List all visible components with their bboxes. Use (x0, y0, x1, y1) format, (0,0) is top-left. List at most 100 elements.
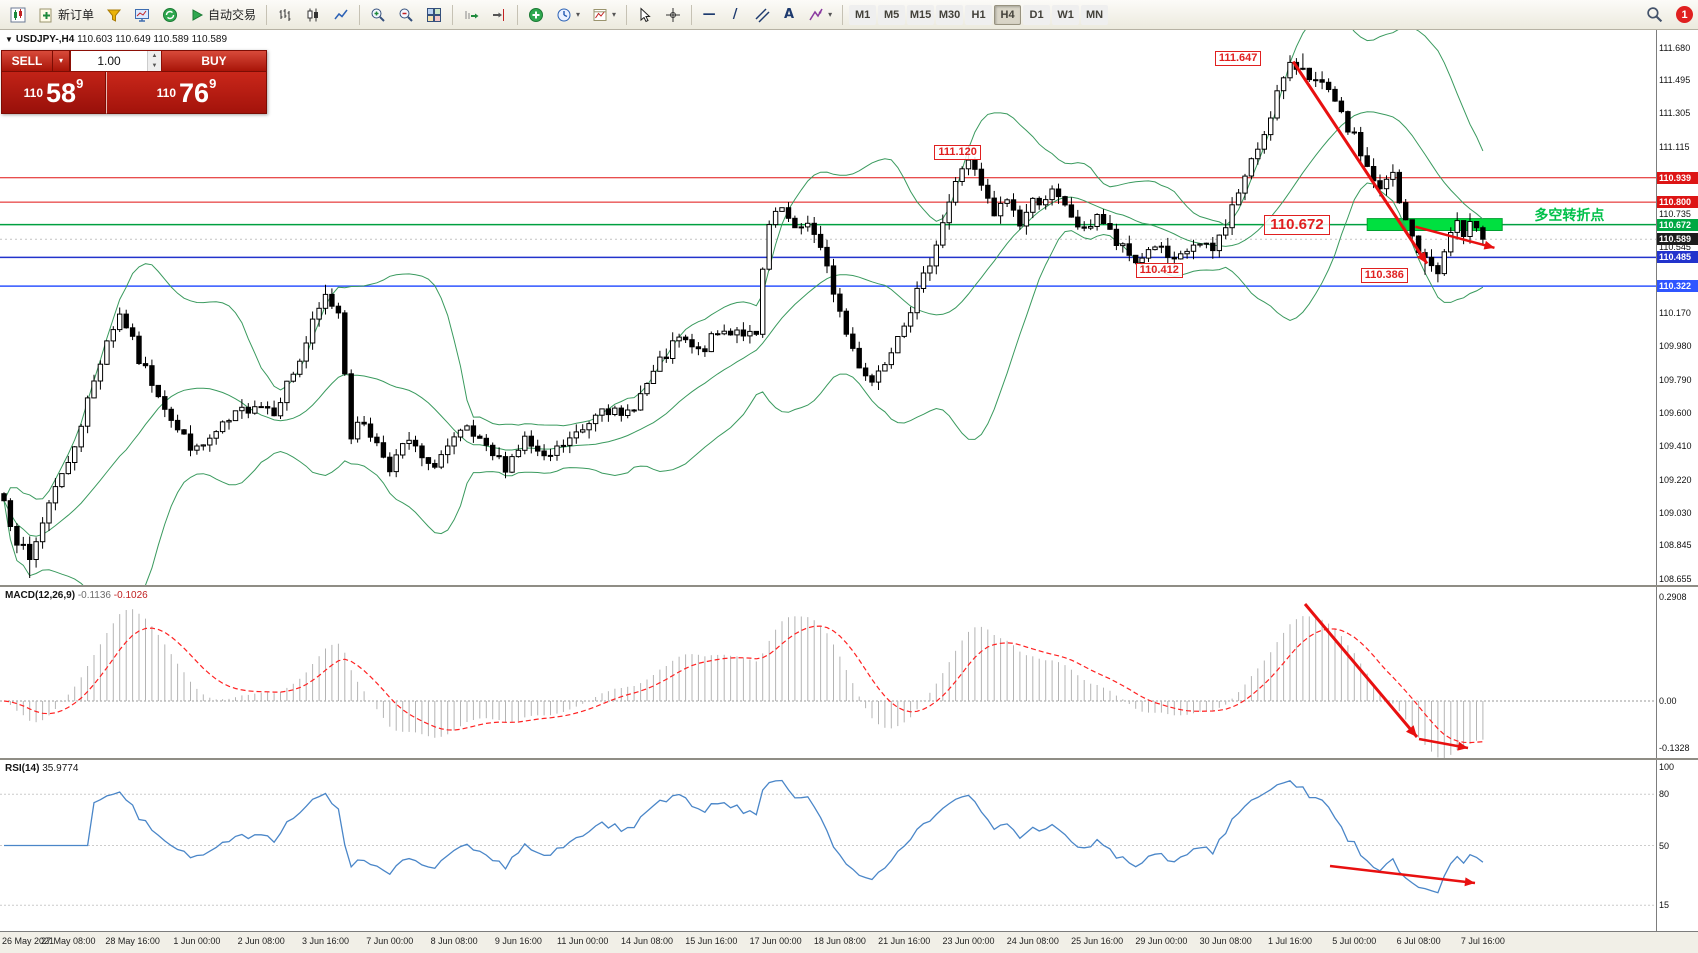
search-button[interactable] (1641, 3, 1668, 27)
sell-button[interactable]: SELL (1, 50, 53, 72)
one-click-trading-panel: SELL ▾ 1.00 ▲ ▼ BUY 110 58 9 110 76 9 (1, 50, 267, 114)
time-axis[interactable]: 26 May 2021 27 May 08:00 28 May 16:00 1 Jun… (0, 931, 1698, 953)
auto-trading-button[interactable]: 自动交易 (185, 3, 261, 27)
price-tick-label: 108.655 (1659, 573, 1692, 584)
indicators-button[interactable] (523, 3, 549, 27)
chevron-down-icon: ▾ (58, 56, 63, 65)
crosshair-tool-button[interactable] (660, 3, 686, 27)
time-tick-label: 30 Jun 08:00 (1199, 936, 1252, 946)
price-tick-label: 109.600 (1659, 407, 1692, 418)
toolbar-separator (517, 4, 519, 25)
timeframe-button-m5[interactable]: M5 (878, 4, 906, 25)
highlight-zone[interactable] (1366, 218, 1503, 232)
notification-badge[interactable]: 1 (1676, 6, 1693, 23)
text-tool-button[interactable]: A (777, 3, 801, 27)
timeframe-button-h1[interactable]: H1 (965, 4, 993, 25)
auto-scroll-button[interactable] (458, 3, 484, 27)
timeframe-button-h4[interactable]: H4 (994, 4, 1022, 25)
one-click-collapse-icon[interactable]: ▼ (5, 35, 13, 44)
toolbar-separator (359, 4, 361, 25)
rsi-line (4, 779, 1484, 894)
rsi-tick-label: 50 (1659, 840, 1670, 851)
new-order-button[interactable]: 新订单 (33, 3, 99, 27)
time-tick-label: 9 Jun 16:00 (494, 936, 542, 946)
candlestick-icon (307, 8, 319, 21)
rsi-panel-canvas[interactable] (0, 760, 1656, 931)
toolbar: 新订单 自动交易 (0, 0, 1698, 30)
time-tick-label: 5 Jul 00:00 (1332, 936, 1377, 946)
macd-legend: MACD(12,26,9) -0.1136 -0.1026 (5, 590, 148, 601)
volume-increase-icon[interactable]: ▲ (148, 51, 161, 61)
timeframe-button-m30[interactable]: M30 (936, 4, 964, 25)
rsi-tick-label: 80 (1659, 789, 1670, 800)
market-watch-button[interactable] (129, 3, 155, 27)
price-tick-label: 111.680 (1659, 42, 1691, 53)
timeframe-button-d1[interactable]: D1 (1023, 4, 1051, 25)
signals-button[interactable] (101, 3, 127, 27)
signals-funnel-icon (106, 9, 122, 22)
time-tick-label: 28 May 16:00 (105, 936, 160, 946)
axis-price-badge: 110.800 (1657, 196, 1698, 209)
macd-panel-canvas[interactable] (0, 587, 1656, 758)
panel-separator[interactable] (0, 585, 1698, 587)
chart-shift-button[interactable] (486, 3, 512, 27)
periods-button[interactable]: ▾ (551, 3, 585, 27)
macd-signal-line (3, 625, 1483, 744)
macd-signal-value: -0.1026 (113, 590, 148, 601)
buy-price-pip: 9 (209, 76, 217, 91)
community-button[interactable] (157, 3, 183, 27)
macd-tick-label: 0.2908 (1659, 592, 1687, 603)
time-tick-label: 29 Jun 00:00 (1135, 936, 1188, 946)
buy-button[interactable]: BUY (162, 50, 267, 72)
time-tick-label: 21 Jun 16:00 (878, 936, 931, 946)
order-options-dropdown[interactable]: ▾ (53, 50, 70, 72)
rsi-tick-label: 100 (1659, 762, 1675, 772)
rsi-legend: RSI(14) 35.9774 (5, 763, 78, 774)
price-tick-label: 110.735 (1659, 208, 1691, 219)
tile-windows-icon (427, 7, 442, 22)
macd-trend-arrows[interactable] (1303, 603, 1469, 751)
rsi-trend-arrows[interactable] (1329, 864, 1476, 887)
time-tick-label: 25 Jun 16:00 (1071, 936, 1124, 946)
cursor-icon (640, 6, 651, 22)
price-tick-label: 111.495 (1659, 75, 1691, 86)
axis-price-badge: 110.485 (1657, 251, 1698, 264)
toolbar-separator (842, 4, 844, 25)
equidistant-channel-tool-button[interactable] (749, 3, 775, 27)
main-chart-canvas[interactable] (0, 30, 1656, 585)
buy-price-display[interactable]: 110 76 9 (106, 72, 267, 114)
indicators-icon (529, 7, 544, 22)
shapes-tool-button[interactable]: ▾ (803, 3, 837, 27)
macd-histogram (9, 609, 1484, 758)
chevron-down-icon: ▾ (828, 9, 833, 19)
volume-value[interactable]: 1.00 (97, 54, 121, 68)
timeframe-button-w1[interactable]: W1 (1052, 4, 1080, 25)
tile-windows-button[interactable] (421, 3, 447, 27)
timeframe-button-m1[interactable]: M1 (849, 4, 877, 25)
price-axis[interactable]: 111.680 111.495 111.305 111.115 110.735 110.5… (1656, 30, 1698, 931)
trend-arrows[interactable] (1291, 60, 1495, 265)
volume-stepper[interactable]: 1.00 ▲ ▼ (70, 50, 162, 72)
macd-tick-label: 0.00 (1659, 696, 1677, 706)
line-chart-mode-button[interactable] (328, 3, 354, 27)
horizontal-line-icon: — (702, 7, 716, 22)
candlestick-mode-button[interactable] (300, 3, 326, 27)
volume-decrease-icon[interactable]: ▼ (148, 61, 161, 71)
cursor-tool-button[interactable] (632, 3, 658, 27)
bar-chart-mode-button[interactable] (272, 3, 298, 27)
panel-separator[interactable] (0, 758, 1698, 760)
horizontal-line-tool-button[interactable]: — (697, 3, 721, 27)
templates-button[interactable]: ▾ (587, 3, 621, 27)
chart-shift-icon (493, 8, 505, 21)
timeframe-button-mn[interactable]: MN (1081, 4, 1109, 25)
sell-price-display[interactable]: 110 58 9 (1, 72, 106, 114)
rsi-level-lines (0, 793, 1656, 906)
axis-price-badge: 110.322 (1657, 280, 1698, 293)
timeframe-button-m15[interactable]: M15 (907, 4, 935, 25)
zoom-in-button[interactable] (365, 3, 391, 27)
price-tick-label: 110.170 (1659, 307, 1691, 318)
shapes-icon (809, 8, 823, 20)
trendline-tool-button[interactable]: / (723, 3, 747, 27)
zoom-out-button[interactable] (393, 3, 419, 27)
